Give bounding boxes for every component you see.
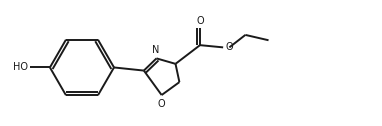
Text: O: O bbox=[196, 16, 204, 26]
Text: HO: HO bbox=[13, 62, 28, 72]
Text: N: N bbox=[152, 45, 160, 55]
Text: O: O bbox=[158, 99, 165, 109]
Text: O: O bbox=[226, 42, 233, 52]
